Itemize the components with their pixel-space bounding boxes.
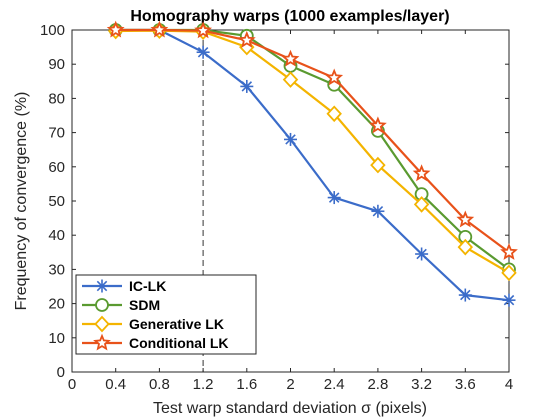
y-tick-label: 70: [48, 125, 65, 142]
x-tick-label: 3.2: [411, 376, 432, 393]
data-point: [412, 164, 431, 182]
legend: IC-LK SDM Generative LK Conditional LK: [75, 274, 257, 355]
data-point: [94, 315, 110, 333]
data-point: [326, 105, 342, 123]
x-axis-label: Test warp standard deviation σ (pixels): [153, 400, 427, 417]
data-point: [237, 30, 256, 48]
data-point: [150, 20, 169, 38]
y-tick-label: 10: [48, 330, 65, 347]
x-tick-label: 2: [286, 376, 294, 393]
data-point: [284, 132, 297, 146]
y-tick-label: 20: [48, 296, 65, 313]
data-point: [413, 196, 430, 213]
legend-item: IC-LK: [82, 278, 166, 294]
legend-label: Generative LK: [129, 316, 224, 332]
data-point: [282, 71, 299, 88]
legend-item: SDM: [82, 297, 160, 313]
x-tick-label: 0.8: [149, 376, 170, 393]
data-point: [370, 156, 386, 174]
x-tick-label: 1.2: [193, 376, 214, 393]
legend-item: Conditional LK: [82, 333, 229, 351]
data-point: [95, 279, 109, 293]
legend-item: Generative LK: [82, 315, 224, 333]
y-tick-label: 0: [57, 364, 65, 381]
data-point: [415, 247, 429, 261]
x-tick-label: 3.6: [455, 376, 476, 393]
data-point: [457, 238, 474, 256]
y-axis-label: Frequency of convergence (%): [13, 92, 30, 311]
series-layer: [106, 20, 518, 307]
data-point: [240, 79, 254, 93]
data-point: [500, 242, 518, 260]
data-point: [456, 210, 475, 228]
data-point: [281, 49, 300, 67]
chart-title: Homography warps (1000 examples/layer): [130, 8, 449, 25]
x-tick-label: 4: [505, 376, 513, 393]
legend-label: SDM: [129, 297, 160, 313]
y-tick-label: 90: [48, 56, 65, 73]
data-point: [95, 298, 109, 312]
series-conditional-lk: [106, 20, 518, 260]
data-point: [371, 204, 385, 218]
y-axis-ticks: 0 10 20 30 40 50 60 70 80 90 100: [40, 22, 509, 381]
data-point: [458, 288, 472, 302]
data-point: [502, 293, 516, 307]
x-tick-label: 2.4: [324, 376, 345, 393]
data-point: [93, 333, 111, 351]
x-tick-label: 0.4: [105, 376, 126, 393]
y-tick-label: 40: [48, 227, 65, 244]
series-line: [115, 28, 510, 254]
x-tick-label: 1.6: [236, 376, 257, 393]
data-point: [325, 68, 344, 86]
data-point: [196, 45, 210, 59]
data-point: [194, 21, 212, 39]
data-point: [327, 191, 341, 205]
y-tick-label: 100: [40, 22, 65, 39]
data-point: [501, 264, 517, 282]
x-tick-label: 2.8: [367, 376, 388, 393]
y-tick-label: 50: [48, 193, 65, 210]
x-axis-ticks: 0 0.4 0.8 1.2 1.6 2 2.4 2.8 3.2 3.6 4: [68, 30, 513, 393]
series-line: [115, 28, 510, 302]
data-point: [369, 116, 387, 134]
y-tick-label: 80: [48, 90, 65, 107]
y-tick-label: 60: [48, 159, 65, 176]
legend-label: IC-LK: [129, 278, 166, 294]
y-tick-label: 30: [48, 261, 65, 278]
legend-label: Conditional LK: [129, 335, 229, 351]
data-point: [106, 20, 125, 38]
x-tick-label: 0: [68, 376, 76, 393]
